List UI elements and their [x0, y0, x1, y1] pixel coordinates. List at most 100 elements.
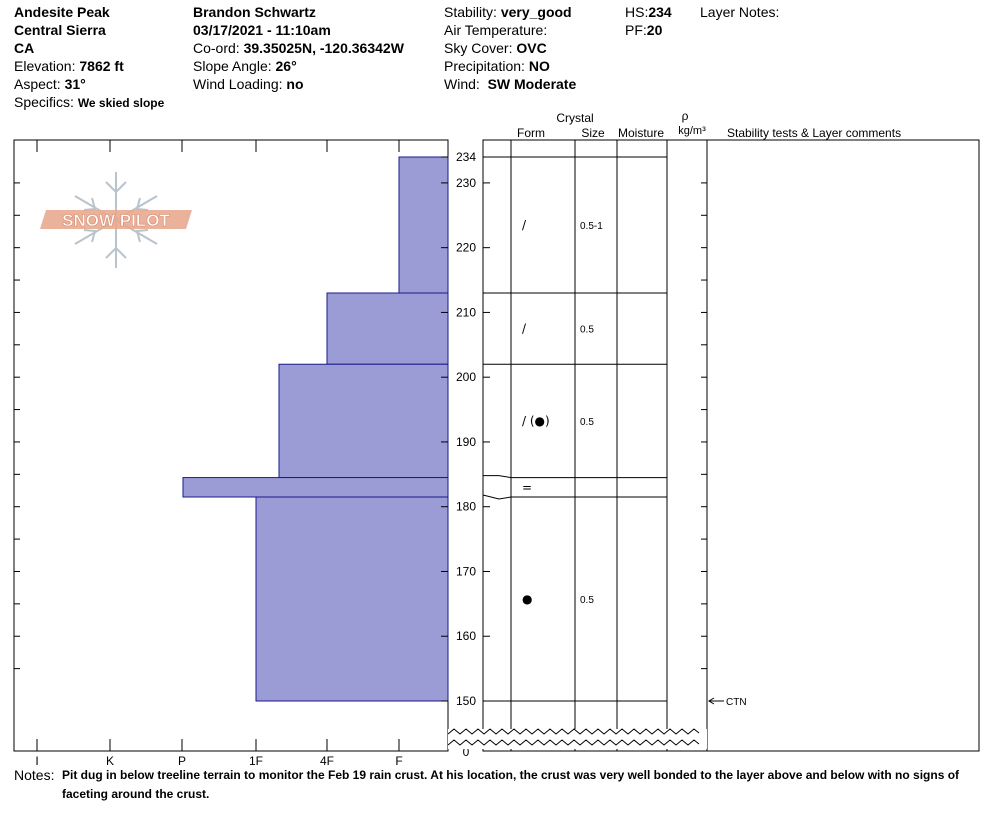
hardness-layer-bar — [255, 496, 449, 702]
sky-cover-field: Sky Cover: OVC — [444, 39, 547, 57]
comment-text: CTN — [726, 697, 747, 708]
depth-break-symbol — [447, 728, 707, 749]
depth-tick-label: 230 — [456, 176, 476, 190]
wind-label: Wind: — [444, 76, 480, 92]
pf-label: PF: — [625, 22, 647, 38]
size-header: Size — [581, 126, 605, 140]
sky-value: OVC — [516, 40, 547, 56]
form-header: Form — [517, 126, 545, 140]
air-temperature-label: Air Temperature: — [444, 22, 548, 38]
x-tick-label: 1F — [249, 754, 263, 765]
wind-loading-label: Wind Loading: — [193, 76, 283, 92]
hardness-top-ticks — [36, 140, 400, 152]
crystal-form-symbol: / — [522, 218, 527, 232]
crystal-size-value: 0.5 — [580, 325, 594, 336]
x-tick-label: K — [106, 754, 114, 765]
crystal-form-symbol: / (●) — [522, 414, 550, 428]
x-tick-label: P — [178, 754, 186, 765]
layer-notes-label: Layer Notes: — [700, 4, 780, 20]
pit-notes: Notes: Pit dug in below treeline terrain… — [14, 766, 984, 801]
wind-loading-field: Wind Loading: no — [193, 75, 304, 93]
crystal-form-symbol: ● — [522, 592, 532, 606]
layer-comments: CTN — [708, 697, 747, 708]
table-layer-cells: / 0.5-1 / 0.5 / (●) 0.5 = ● 0.5 — [522, 218, 603, 606]
specifics-label: Specifics: — [14, 94, 74, 110]
specifics-field: Specifics: We skied slope — [14, 93, 164, 112]
crystal-header: Crystal — [556, 111, 593, 125]
layer-table-frame — [482, 139, 980, 752]
hs-label: HS: — [625, 4, 649, 20]
wind-value: SW Moderate — [487, 76, 577, 92]
wind-field: Wind: SW Moderate — [444, 75, 576, 93]
depth-tick-label: 200 — [456, 370, 476, 384]
pf-field: PF:20 — [625, 21, 662, 39]
moisture-header: Moisture — [618, 126, 664, 140]
snow-profile-chart: SNOW PILOT I K P 1F 4F F 0 150 160 170 180 190 200 2… — [13, 109, 980, 765]
precip-value: NO — [528, 58, 550, 74]
depth-axis: 0 150 160 170 180 190 200 210 220 230 234 — [14, 150, 707, 759]
table-row-connector — [483, 475, 512, 479]
logo-text: SNOW PILOT — [62, 211, 170, 230]
coordinates-field: Co-ord: 39.35025N, -120.36342W — [193, 39, 404, 57]
depth-tick-label: 220 — [456, 241, 476, 255]
table-row-connector — [482, 494, 512, 500]
elevation-label: Elevation: — [14, 58, 76, 74]
crystal-size-value: 0.5 — [580, 595, 594, 606]
table-column-lines — [510, 140, 708, 751]
hardness-layers — [182, 156, 449, 702]
hardness-layer-bar — [182, 477, 449, 498]
elevation-value: 7862 ft — [79, 58, 124, 74]
depth-tick-label: 0 — [463, 745, 470, 759]
stability-field: Stability: very_good — [444, 3, 572, 21]
wind-loading-value: no — [286, 76, 304, 92]
depth-tick-label: 234 — [456, 150, 476, 164]
coord-label: Co-ord: — [193, 40, 240, 56]
depth-tick-label: 190 — [456, 435, 476, 449]
slope-label: Slope Angle: — [193, 58, 272, 74]
stability-value: very_good — [500, 4, 572, 20]
hardness-layer-bar — [278, 363, 449, 479]
sky-label: Sky Cover: — [444, 40, 513, 56]
snowpilot-logo: SNOW PILOT — [40, 172, 192, 268]
arrow-head-icon — [708, 697, 715, 705]
hardness-layer-bar — [398, 156, 449, 294]
x-tick-label: I — [35, 754, 38, 765]
mountain-range: Central Sierra — [14, 22, 106, 38]
aspect-field: Aspect: 31° — [14, 75, 86, 93]
hardness-layer-bar — [326, 292, 449, 365]
depth-tick-label: 160 — [456, 629, 476, 643]
crystal-form-symbol: = — [522, 480, 532, 494]
stability-comments-header: Stability tests & Layer comments — [727, 126, 901, 140]
pf-value: 20 — [646, 22, 663, 38]
x-tick-label: 4F — [320, 754, 334, 765]
aspect-value: 31° — [64, 76, 86, 92]
hs-value: 234 — [648, 4, 672, 20]
precipitation-field: Precipitation: NO — [444, 57, 550, 75]
notes-text: Pit dug in below treeline terrain to mon… — [62, 768, 960, 801]
aspect-label: Aspect: — [14, 76, 61, 92]
observation-datetime: 03/17/2021 - 11:10am — [193, 22, 331, 38]
crystal-size-value: 0.5 — [580, 417, 594, 428]
table-layer-boundaries — [482, 156, 667, 702]
density-symbol-header: ρ — [682, 109, 689, 123]
specifics-value: We skied slope — [77, 96, 165, 110]
depth-tick-label: 180 — [456, 500, 476, 514]
slope-value: 26° — [275, 58, 297, 74]
state: CA — [14, 40, 35, 56]
depth-tick-label: 170 — [456, 564, 476, 578]
density-unit-header: kg/m³ — [678, 125, 706, 137]
crystal-size-value: 0.5-1 — [580, 221, 603, 232]
hardness-x-axis: I K P 1F 4F F — [35, 739, 403, 765]
coord-value: 39.35025N, -120.36342W — [243, 40, 404, 56]
precip-label: Precipitation: — [444, 58, 525, 74]
depth-tick-label: 210 — [456, 305, 476, 319]
stability-label: Stability: — [444, 4, 497, 20]
crystal-form-symbol: / — [522, 322, 527, 336]
hs-field: HS:234 — [625, 3, 672, 21]
elevation-field: Elevation: 7862 ft — [14, 57, 124, 75]
x-tick-label: F — [395, 754, 402, 765]
depth-tick-label: 150 — [456, 694, 476, 708]
notes-label: Notes: — [14, 767, 55, 783]
slope-angle-field: Slope Angle: 26° — [193, 57, 297, 75]
observer-name: Brandon Schwartz — [193, 4, 316, 20]
